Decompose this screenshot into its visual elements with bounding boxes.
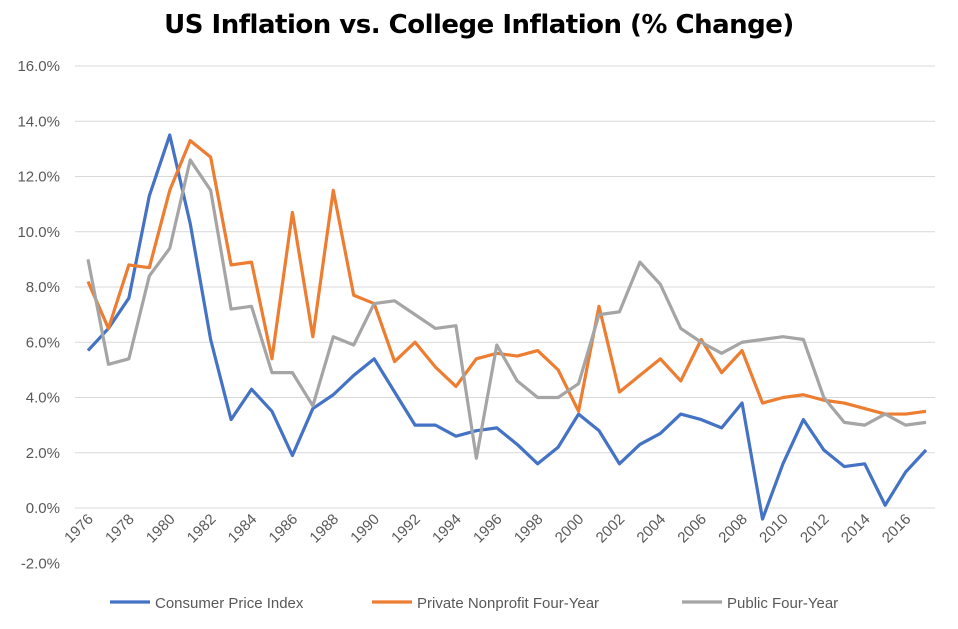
x-tick-label: 1990	[347, 511, 383, 547]
chart-title: US Inflation vs. College Inflation (% Ch…	[164, 10, 794, 40]
x-tick-label: 2000	[552, 511, 588, 547]
legend-label: Public Four-Year	[727, 595, 838, 612]
y-tick-label: 10.0%	[17, 224, 60, 241]
x-tick-label: 1986	[266, 511, 302, 547]
series-line-2	[86, 158, 927, 460]
y-tick-label: 8.0%	[26, 279, 60, 296]
x-tick-label: 1976	[61, 511, 97, 547]
x-tick-label: 1994	[429, 511, 465, 547]
series-line-1	[86, 138, 927, 416]
y-tick-label: 16.0%	[17, 58, 60, 75]
x-tick-label: 2016	[879, 511, 915, 547]
x-tick-label: 1988	[306, 511, 342, 547]
x-tick-label: 2004	[634, 511, 670, 547]
x-tick-label: 2008	[715, 511, 751, 547]
y-tick-label: 12.0%	[17, 169, 60, 186]
x-tick-label: 1992	[388, 511, 424, 547]
x-tick-label: 1978	[102, 511, 138, 547]
x-tick-label: 1998	[511, 511, 547, 547]
x-tick-label: 1996	[470, 511, 506, 547]
x-tick-label: 2002	[593, 511, 629, 547]
x-tick-label: 1982	[184, 511, 220, 547]
legend-label: Consumer Price Index	[155, 595, 304, 612]
y-tick-label: 4.0%	[26, 390, 60, 407]
y-tick-label: 0.0%	[26, 500, 60, 517]
x-tick-label: 2006	[674, 511, 710, 547]
y-tick-label: -2.0%	[21, 555, 60, 572]
x-tick-label: 1984	[225, 511, 261, 547]
series-line-0	[86, 133, 928, 521]
x-tick-label: 1980	[143, 511, 179, 547]
y-tick-label: 6.0%	[26, 334, 60, 351]
x-tick-label: 2014	[838, 511, 874, 547]
y-tick-label: 14.0%	[17, 113, 60, 130]
legend-label: Private Nonprofit Four-Year	[417, 595, 599, 612]
y-tick-label: 2.0%	[26, 445, 60, 462]
x-tick-label: 2012	[797, 511, 833, 547]
